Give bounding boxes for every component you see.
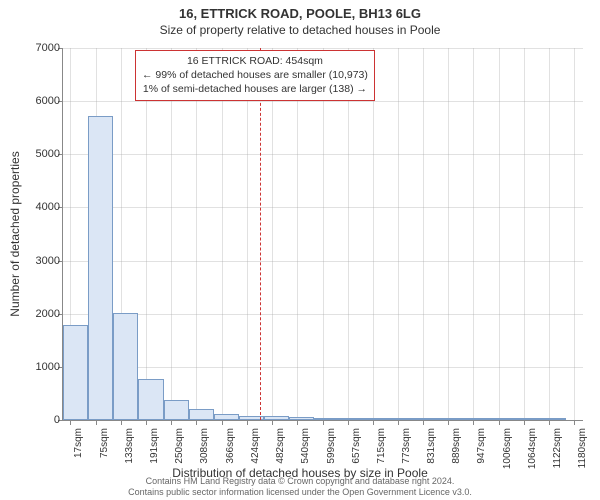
x-tick-mark	[222, 420, 223, 425]
x-tick-mark	[574, 420, 575, 425]
x-tick-mark	[473, 420, 474, 425]
gridline-v	[196, 48, 197, 420]
histogram-bar	[138, 379, 163, 420]
histogram-bar	[164, 400, 189, 420]
x-tick-label: 1180sqm	[577, 428, 588, 468]
gridline-v	[323, 48, 324, 420]
x-tick-label: 366sqm	[225, 428, 236, 464]
y-tick-label: 4000	[10, 201, 60, 213]
histogram-bar	[541, 418, 566, 420]
gridline-v	[297, 48, 298, 420]
y-tick-label: 3000	[10, 255, 60, 267]
gridline-v	[222, 48, 223, 420]
histogram-bar	[415, 418, 440, 420]
x-tick-mark	[272, 420, 273, 425]
x-tick-mark	[70, 420, 71, 425]
annotation-box: 16 ETTRICK ROAD: 454sqm← 99% of detached…	[135, 50, 375, 101]
chart-title: 16, ETTRICK ROAD, POOLE, BH13 6LG	[0, 0, 600, 21]
x-tick-label: 889sqm	[451, 428, 462, 464]
x-tick-mark	[524, 420, 525, 425]
gridline-v	[524, 48, 525, 420]
x-tick-mark	[196, 420, 197, 425]
gridline-v	[499, 48, 500, 420]
histogram-bar	[440, 418, 465, 420]
x-tick-label: 308sqm	[199, 428, 210, 464]
y-tick-label: 7000	[10, 42, 60, 54]
histogram-bar	[113, 313, 138, 420]
histogram-bar	[465, 418, 490, 420]
x-tick-label: 250sqm	[174, 428, 185, 464]
y-tick-label: 1000	[10, 361, 60, 373]
histogram-bar	[515, 418, 540, 420]
histogram-bar	[214, 414, 239, 420]
gridline-v	[348, 48, 349, 420]
x-tick-mark	[499, 420, 500, 425]
gridline-v	[373, 48, 374, 420]
x-tick-label: 947sqm	[476, 428, 487, 464]
x-tick-mark	[146, 420, 147, 425]
x-tick-label: 773sqm	[401, 428, 412, 464]
x-tick-label: 831sqm	[426, 428, 437, 464]
x-tick-label: 1122sqm	[552, 428, 563, 468]
x-tick-label: 191sqm	[149, 428, 160, 464]
y-axis-label: Number of detached properties	[8, 151, 22, 316]
x-tick-label: 715sqm	[376, 428, 387, 464]
x-tick-label: 17sqm	[73, 428, 84, 458]
x-tick-label: 1006sqm	[502, 428, 513, 469]
gridline-v	[448, 48, 449, 420]
x-tick-mark	[398, 420, 399, 425]
histogram-bar	[490, 418, 515, 420]
x-tick-mark	[247, 420, 248, 425]
x-tick-mark	[171, 420, 172, 425]
annotation-line: 1% of semi-detached houses are larger (1…	[142, 82, 368, 96]
x-tick-mark	[423, 420, 424, 425]
gridline-v	[171, 48, 172, 420]
x-tick-mark	[121, 420, 122, 425]
y-tick-label: 6000	[10, 95, 60, 107]
gridline-v	[549, 48, 550, 420]
x-tick-label: 1064sqm	[527, 428, 538, 469]
gridline-v	[398, 48, 399, 420]
histogram-bar	[88, 116, 113, 421]
x-tick-mark	[96, 420, 97, 425]
plot-area	[62, 48, 583, 421]
histogram-bar	[314, 418, 339, 420]
gridline-v	[146, 48, 147, 420]
x-tick-mark	[549, 420, 550, 425]
gridline-v	[423, 48, 424, 420]
histogram-bar	[390, 418, 415, 420]
chart-subtitle: Size of property relative to detached ho…	[0, 21, 600, 37]
histogram-bar	[264, 416, 289, 420]
x-tick-label: 133sqm	[124, 428, 135, 464]
y-tick-label: 2000	[10, 308, 60, 320]
x-tick-label: 657sqm	[351, 428, 362, 464]
x-tick-label: 599sqm	[326, 428, 337, 464]
histogram-bar	[289, 417, 314, 420]
x-tick-label: 424sqm	[250, 428, 261, 464]
annotation-line: 16 ETTRICK ROAD: 454sqm	[142, 54, 368, 68]
x-tick-label: 540sqm	[300, 428, 311, 464]
footer-line-2: Contains public sector information licen…	[0, 487, 600, 498]
gridline-v	[473, 48, 474, 420]
annotation-line: ← 99% of detached houses are smaller (10…	[142, 68, 368, 82]
footer-line-1: Contains HM Land Registry data © Crown c…	[0, 476, 600, 487]
histogram-bar	[365, 418, 390, 420]
reference-line	[260, 48, 261, 420]
x-tick-mark	[297, 420, 298, 425]
x-tick-label: 75sqm	[99, 428, 110, 458]
histogram-bar	[339, 418, 364, 420]
y-tick-label: 5000	[10, 148, 60, 160]
x-tick-mark	[323, 420, 324, 425]
gridline-v	[247, 48, 248, 420]
x-tick-mark	[373, 420, 374, 425]
footer-attribution: Contains HM Land Registry data © Crown c…	[0, 476, 600, 500]
y-tick-label: 0	[10, 414, 60, 426]
gridline-v	[272, 48, 273, 420]
gridline-v	[574, 48, 575, 420]
histogram-bar	[189, 409, 214, 420]
x-tick-label: 482sqm	[275, 428, 286, 464]
x-tick-mark	[348, 420, 349, 425]
x-tick-mark	[448, 420, 449, 425]
histogram-bar	[63, 325, 88, 420]
